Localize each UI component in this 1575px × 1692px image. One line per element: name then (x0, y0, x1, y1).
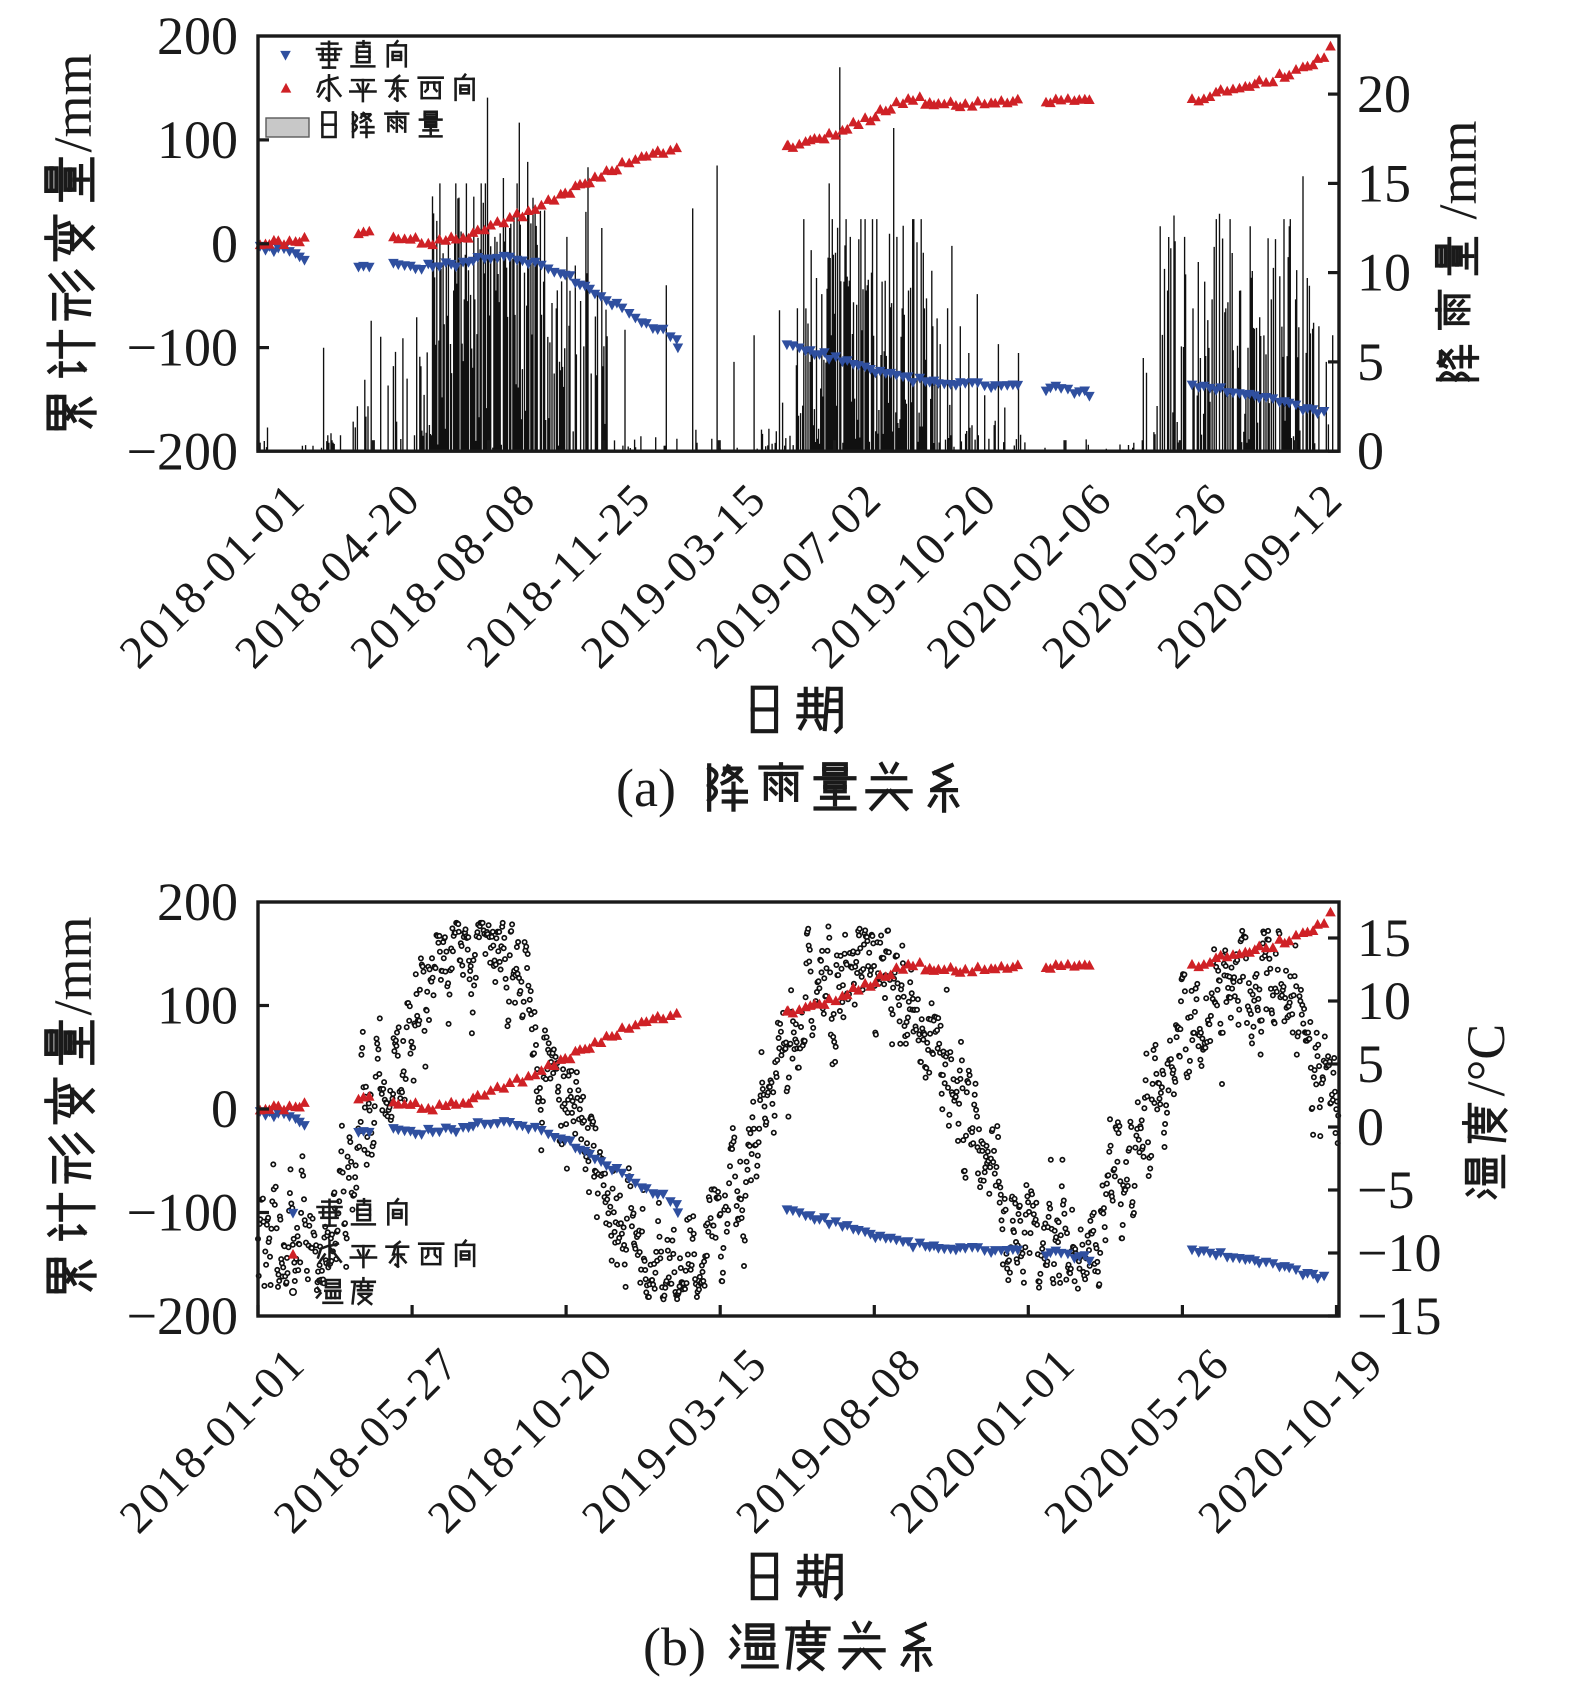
svg-text:(a): (a) (616, 758, 676, 818)
svg-text:15: 15 (1357, 153, 1411, 213)
svg-text:5: 5 (1357, 1034, 1384, 1094)
svg-text:5: 5 (1357, 332, 1384, 392)
svg-text:−10: −10 (1357, 1223, 1441, 1283)
svg-text:/mm: /mm (1428, 120, 1488, 219)
svg-text:15: 15 (1357, 908, 1411, 968)
svg-text:−100: −100 (127, 318, 238, 378)
svg-text:−200: −200 (127, 421, 238, 481)
svg-text:0: 0 (1357, 1097, 1384, 1157)
svg-text:−100: −100 (127, 1183, 238, 1243)
svg-text:0: 0 (211, 214, 238, 274)
svg-text:0: 0 (1357, 421, 1384, 481)
svg-text:(b): (b) (643, 1617, 706, 1677)
svg-text:100: 100 (157, 976, 238, 1036)
svg-text:/mm: /mm (43, 53, 103, 152)
svg-text:−200: −200 (127, 1286, 238, 1346)
svg-text:/mm: /mm (43, 916, 103, 1015)
svg-text:−5: −5 (1357, 1160, 1414, 1220)
svg-text:100: 100 (157, 110, 238, 170)
svg-text:0: 0 (211, 1079, 238, 1139)
svg-text:200: 200 (157, 872, 238, 932)
svg-text:200: 200 (157, 6, 238, 66)
svg-text:−15: −15 (1357, 1286, 1441, 1346)
svg-text:10: 10 (1357, 971, 1411, 1031)
svg-text:20: 20 (1357, 64, 1411, 124)
svg-text:/°C: /°C (1456, 1024, 1516, 1097)
svg-text:10: 10 (1357, 243, 1411, 303)
